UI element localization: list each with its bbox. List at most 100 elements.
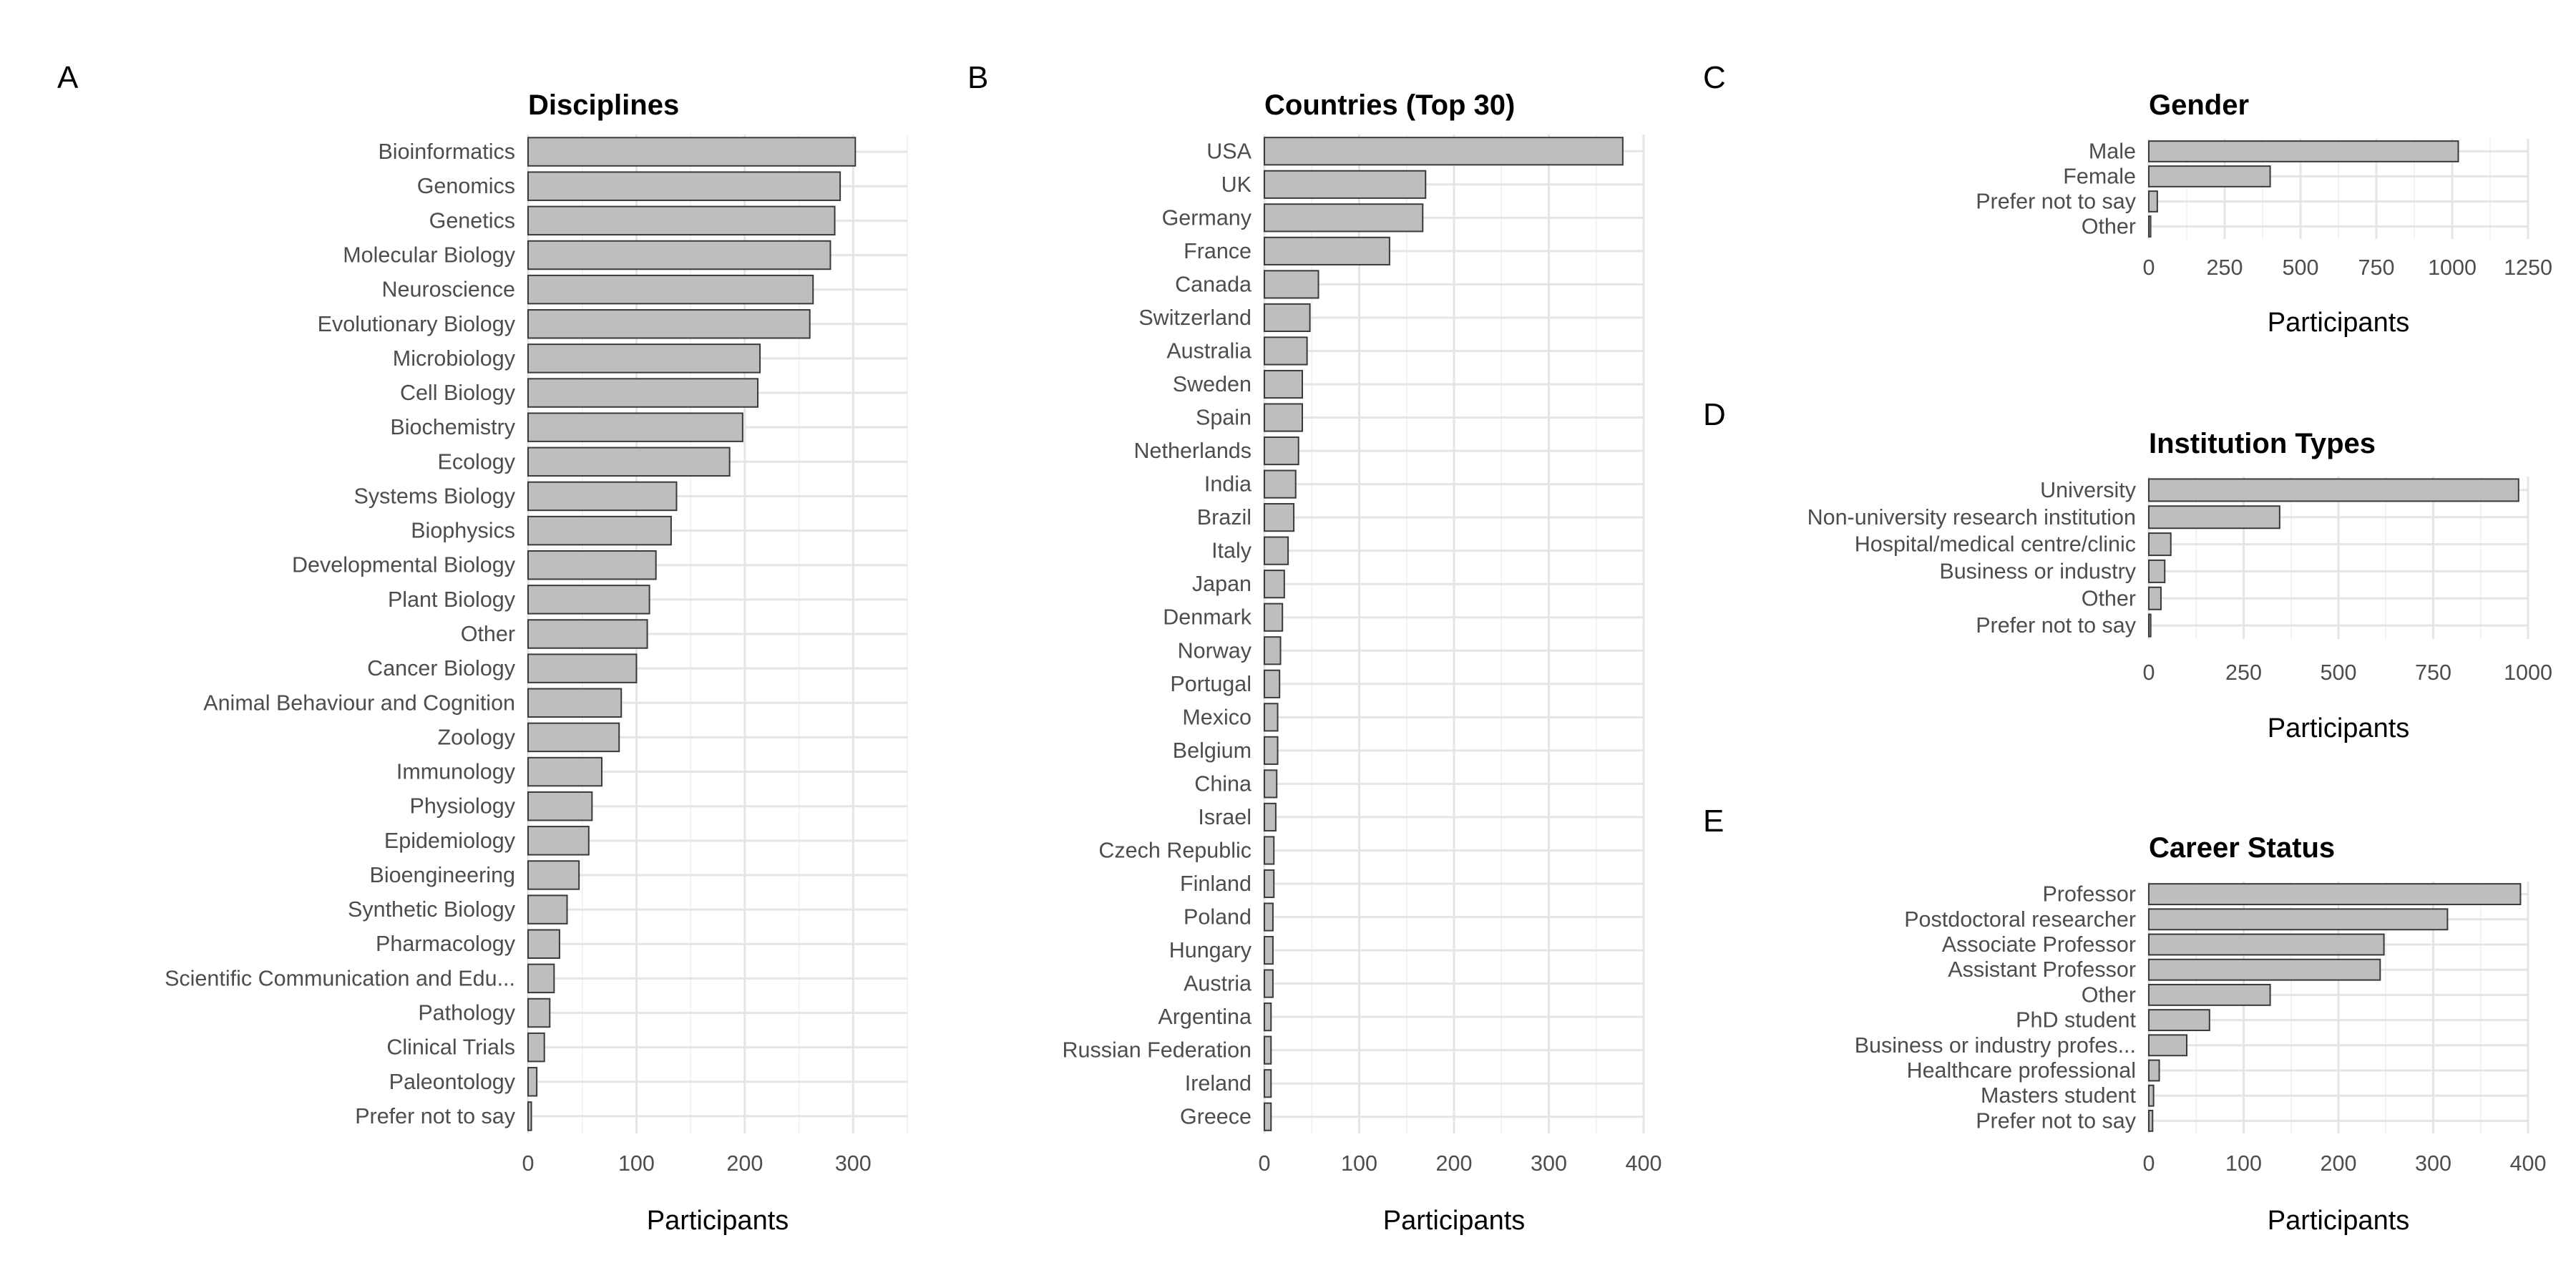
category-label: Mexico	[1182, 705, 1252, 729]
category-label: Japan	[1192, 572, 1252, 596]
panel-letter: D	[1703, 397, 1726, 432]
bar	[2148, 1059, 2160, 1082]
x-tick-label: 300	[2415, 1151, 2451, 1176]
bar	[527, 171, 841, 201]
bar	[527, 894, 568, 924]
bar	[527, 756, 602, 787]
category-label: Synthetic Biology	[348, 897, 516, 922]
bar	[527, 274, 814, 305]
x-tick-label: 200	[1436, 1151, 1473, 1176]
bar	[527, 791, 593, 821]
category-label: PhD student	[2016, 1008, 2136, 1033]
bar	[527, 585, 650, 615]
x-tick-label: 400	[1626, 1151, 1662, 1176]
category-label: Germany	[1162, 205, 1252, 230]
bar	[2148, 1034, 2187, 1057]
bar	[2148, 478, 2519, 502]
x-tick-label: 0	[1259, 1151, 1271, 1176]
bar	[527, 412, 743, 442]
panel-b: B Countries (Top 30) USA UK Germany France Can…	[967, 60, 1662, 1236]
chart-title: Disciplines	[528, 89, 679, 121]
category-label: Argentina	[1158, 1005, 1252, 1029]
bar	[527, 688, 623, 718]
bar	[527, 309, 811, 339]
category-label: Poland	[1184, 905, 1252, 930]
bar	[2148, 933, 2385, 956]
category-label: Female	[2063, 165, 2136, 189]
category-label: Business or industry profes...	[1855, 1033, 2136, 1058]
x-axis-title: Participants	[2268, 308, 2410, 338]
bar	[527, 963, 555, 994]
bar	[1264, 902, 1274, 932]
category-label: Bioinformatics	[378, 140, 515, 164]
category-label: Portugal	[1170, 672, 1252, 696]
bar	[527, 1032, 545, 1063]
category-label: Neuroscience	[382, 278, 516, 302]
bar	[2148, 1009, 2210, 1032]
x-tick-label: 500	[2321, 660, 2357, 685]
category-label: Hospital/medical centre/clinic	[1855, 532, 2136, 557]
category-label: Russian Federation	[1063, 1038, 1252, 1063]
bar	[527, 1101, 532, 1131]
panel-letter: B	[967, 60, 988, 95]
category-label: Masters student	[1981, 1083, 2137, 1108]
panel-letter: A	[57, 60, 79, 95]
category-label: Evolutionary Biology	[318, 312, 516, 336]
category-label: Immunology	[396, 760, 516, 784]
category-label: Assistant Professor	[1948, 957, 2136, 982]
category-label: Denmark	[1163, 605, 1252, 630]
category-label: Italy	[1211, 539, 1252, 563]
category-label: Pharmacology	[376, 932, 516, 956]
bar	[1264, 570, 1285, 599]
bar	[1264, 1069, 1272, 1098]
category-label: Professor	[2042, 882, 2136, 907]
chart-title: Countries (Top 30)	[1264, 89, 1515, 121]
bar	[1264, 369, 1303, 399]
category-label: Zoology	[437, 725, 515, 749]
x-tick-label: 0	[2143, 1151, 2155, 1176]
bar	[527, 137, 857, 167]
category-label: Prefer not to say	[1976, 613, 2137, 638]
category-label: India	[1204, 472, 1252, 497]
x-tick-label: 400	[2510, 1151, 2547, 1176]
bar	[2148, 190, 2158, 213]
category-label: Finland	[1180, 872, 1252, 896]
category-label: Molecular Biology	[343, 243, 515, 267]
category-label: Israel	[1198, 805, 1252, 829]
bar	[527, 653, 638, 683]
bar	[1264, 1002, 1272, 1032]
category-label: Prefer not to say	[355, 1104, 516, 1128]
bar	[527, 722, 620, 753]
category-label: Czech Republic	[1098, 838, 1252, 862]
bar	[1264, 602, 1284, 632]
category-label: Netherlands	[1134, 439, 1252, 463]
x-tick-label: 100	[2225, 1151, 2262, 1176]
category-label: Ecology	[437, 449, 515, 474]
category-label: Clinical Trials	[386, 1035, 515, 1060]
x-tick-label: 100	[1341, 1151, 1377, 1176]
category-label: Other	[2082, 586, 2136, 610]
chart-title: Institution Types	[2149, 428, 2376, 459]
panel-letter: C	[1703, 60, 1726, 95]
bar	[2148, 908, 2449, 931]
category-label: University	[2040, 478, 2137, 502]
bar	[1264, 935, 1274, 965]
bar	[1264, 703, 1279, 732]
bar	[527, 997, 551, 1028]
category-label: Epidemiology	[384, 829, 516, 853]
bar	[527, 929, 560, 959]
bar	[1264, 270, 1319, 299]
bar	[1264, 669, 1281, 698]
x-tick-label: 1000	[2428, 255, 2477, 280]
bar	[2148, 958, 2381, 981]
x-tick-label: 250	[2207, 255, 2243, 280]
category-label: Cancer Biology	[367, 656, 516, 680]
bar	[2148, 559, 2166, 583]
category-label: UK	[1221, 172, 1252, 197]
x-tick-label: 0	[2143, 660, 2155, 685]
bar	[1264, 769, 1278, 799]
bar	[1264, 236, 1390, 265]
category-label: Other	[2082, 982, 2136, 1007]
